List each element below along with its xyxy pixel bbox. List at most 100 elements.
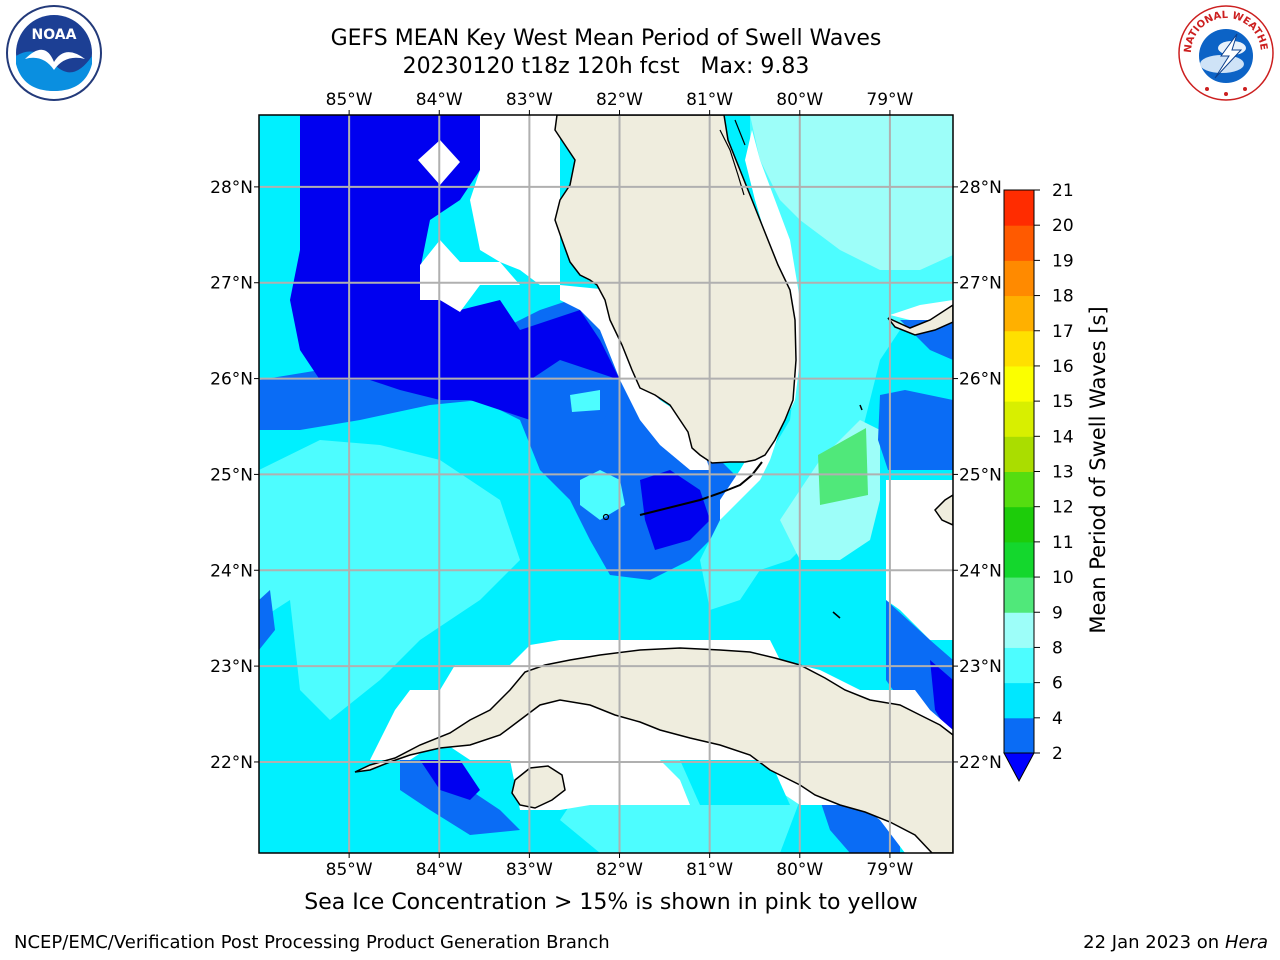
land-florida xyxy=(554,115,797,464)
tick-label-lon-top: 83°W xyxy=(506,90,553,110)
colorbar-tick-label: 18 xyxy=(1052,287,1074,307)
colorbar-segment xyxy=(1004,330,1034,367)
colorbar-tick-label: 19 xyxy=(1052,251,1074,271)
axis-ticks: 85°W 85°W 84°W 84°W 83°W 83°W 82°W 82°W 81°W 81°W… xyxy=(210,90,1002,880)
tick-label-lon-bottom: 79°W xyxy=(866,860,913,880)
colorbar-segment xyxy=(1004,436,1034,472)
map-title-line2: 20230120 t18z 120h fcst Max: 9.83 xyxy=(402,54,810,79)
nws-logo-icon: NATIONAL WEATHER SERVICE xyxy=(1177,4,1274,101)
nodata-gulf-3 xyxy=(470,115,560,285)
tick-label-lon-bottom: 80°W xyxy=(776,860,823,880)
colorbar-tick-label: 8 xyxy=(1052,638,1063,658)
tick-label-lon-top: 82°W xyxy=(596,90,643,110)
colorbar-segment xyxy=(1004,471,1034,508)
contour-deep-blue-cuba-east xyxy=(930,660,953,740)
tick-label-lon-top: 81°W xyxy=(686,90,733,110)
contour-light-cyan-west xyxy=(259,440,520,720)
colorbar-segment xyxy=(1004,577,1034,613)
contour-mid-blue-cuba-south xyxy=(400,760,520,835)
footer-date-text: 22 Jan 2023 on xyxy=(1083,932,1225,953)
noaa-logo-text: NOAA xyxy=(32,27,77,43)
tick-label-lat-right: 23°N xyxy=(959,657,1002,677)
colorbar-tick-label: 12 xyxy=(1052,498,1074,518)
map-grid xyxy=(259,115,953,853)
sea-ice-note: Sea Ice Concentration > 15% is shown in … xyxy=(304,890,918,915)
contour-light-cyan-keys xyxy=(580,470,625,520)
nodata-atlantic-1 xyxy=(886,480,953,640)
contour-deep-blue-keys xyxy=(640,470,710,550)
contour-cyan-cuba-bay xyxy=(680,760,790,805)
colorbar-segment xyxy=(1004,365,1034,402)
colorbar-segment xyxy=(1004,225,1034,261)
colorbar-segment xyxy=(1004,260,1034,297)
land-cuba xyxy=(354,647,953,853)
colorbar-segment xyxy=(1004,401,1034,437)
colorbar-tick-label: 9 xyxy=(1052,603,1063,623)
map-title-line1: GEFS MEAN Key West Mean Period of Swell … xyxy=(330,26,882,51)
colorbar-tick-label: 11 xyxy=(1052,533,1074,553)
tick-label-lat-left: 22°N xyxy=(210,753,253,773)
colorbar-tick-label: 2 xyxy=(1052,744,1063,764)
contour-mid-blue-bahamas xyxy=(878,390,953,470)
tick-label-lon-top: 85°W xyxy=(326,90,373,110)
tick-label-lon-bottom: 85°W xyxy=(326,860,373,880)
land-lake-okeechobee xyxy=(719,119,746,196)
land-isla-juventud xyxy=(511,765,566,809)
land-bahamas-grand xyxy=(887,304,953,336)
tick-label-lon-top: 84°W xyxy=(416,90,463,110)
tick-label-lat-left: 24°N xyxy=(210,561,253,581)
nodata-gulf-2 xyxy=(420,240,520,312)
tick-label-lat-right: 22°N xyxy=(959,753,1002,773)
footer-credit: NCEP/EMC/Verification Post Processing Pr… xyxy=(14,932,610,953)
colorbar-segment xyxy=(1004,682,1034,719)
contour-deep-blue-north xyxy=(290,115,620,420)
colorbar-tick-label: 15 xyxy=(1052,392,1074,412)
colorbar-tick-label: 4 xyxy=(1052,709,1063,729)
tick-label-lon-top: 79°W xyxy=(866,90,913,110)
contour-light-cyan-patch xyxy=(570,390,600,412)
tick-label-lat-right: 27°N xyxy=(959,274,1002,294)
land-islet-2 xyxy=(832,611,841,619)
colorbar-segment xyxy=(1004,717,1034,754)
land-bahamas-andros xyxy=(934,494,953,526)
colorbar-segment xyxy=(1004,506,1034,543)
footer-machine: Hera xyxy=(1224,932,1268,953)
contour-mid-blue-south-east xyxy=(820,800,900,853)
colorbar-segment xyxy=(1004,612,1034,648)
colorbar-tick-label: 20 xyxy=(1052,216,1074,236)
contour-deep-blue-cuba-south xyxy=(420,760,480,800)
tick-label-lon-top: 80°W xyxy=(776,90,823,110)
tick-label-lat-left: 25°N xyxy=(210,465,253,485)
colorbar: 2 4 6 8 9 10 11 12 13 14 15 16 17 18 19 20 21 xyxy=(1003,181,1074,783)
tick-label-lat-left: 26°N xyxy=(210,370,253,390)
colorbar-tick-label: 14 xyxy=(1052,427,1074,447)
colorbar-tick-label: 6 xyxy=(1052,674,1063,694)
tick-label-lon-bottom: 84°W xyxy=(416,860,463,880)
colorbar-segment xyxy=(1004,647,1034,684)
tick-label-lat-right: 26°N xyxy=(959,370,1002,390)
tick-label-lat-right: 25°N xyxy=(959,465,1002,485)
colorbar-tick-label: 13 xyxy=(1052,463,1074,483)
swell-period-field xyxy=(259,115,953,853)
colorbar-segment xyxy=(1004,190,1034,226)
colorbar-label: Mean Period of Swell Waves [s] xyxy=(1086,306,1110,633)
footer-date: 22 Jan 2023 on Hera xyxy=(1083,932,1268,953)
tick-label-lon-bottom: 83°W xyxy=(506,860,553,880)
colorbar-tick-label: 10 xyxy=(1052,568,1074,588)
land-islet-3 xyxy=(859,404,863,411)
colorbar-tick-label: 21 xyxy=(1052,181,1074,201)
tick-label-lat-left: 27°N xyxy=(210,274,253,294)
land-islet-1 xyxy=(602,513,610,521)
contour-mid-blue-west xyxy=(259,590,275,650)
tick-label-lat-left: 28°N xyxy=(210,178,253,198)
contour-green-straits xyxy=(818,428,868,505)
colorbar-under-triangle xyxy=(1003,752,1035,783)
tick-label-lat-left: 23°N xyxy=(210,657,253,677)
map-frame xyxy=(258,114,954,854)
tick-label-lat-right: 24°N xyxy=(959,561,1002,581)
colorbar-segment xyxy=(1004,541,1034,578)
colorbar-tick-label: 16 xyxy=(1052,357,1074,377)
tick-label-lat-right: 28°N xyxy=(959,178,1002,198)
tick-label-lon-bottom: 81°W xyxy=(686,860,733,880)
